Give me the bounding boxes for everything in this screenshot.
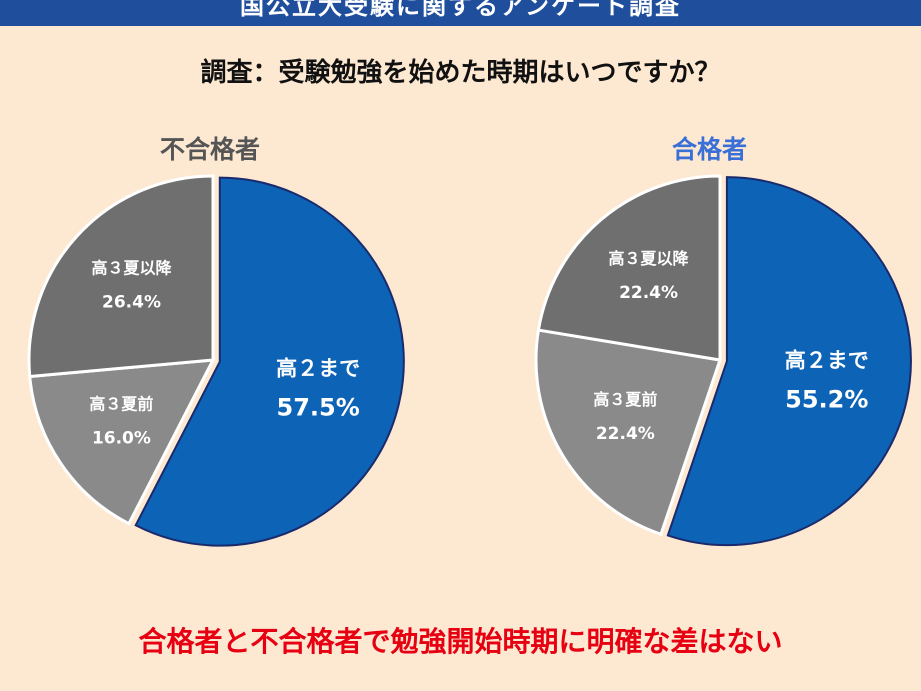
slice-value-fail-0: 57.5% [277,393,360,421]
slice-value-pass-2: 22.4% [619,283,678,303]
pie-slice-fail-1 [28,358,216,526]
slice-label-fail-0: 高２まで [276,356,360,380]
survey-question: 調査：受験勉強を始めた時期はいつですか？ [200,58,721,88]
conclusion-text: 合格者と不合格者で勉強開始時期に明確な差はない [138,625,783,658]
slice-label-pass-2: 高３夏以降 [609,249,690,268]
pie-slice-fail-2 [27,174,215,379]
pie-slice-pass-0 [666,176,912,547]
slice-label-pass-0: 高２まで [785,349,869,373]
slice-value-pass-1: 22.4% [596,424,655,444]
slice-value-fail-1: 16.0% [92,429,151,449]
slice-value-pass-0: 55.2% [785,386,868,414]
slice-label-pass-1: 高３夏前 [593,390,657,409]
chart-title-fail: 不合格者 [160,135,261,164]
pie-slice-pass-2 [536,174,722,362]
pie-slice-fail-0 [134,176,405,547]
chart-title-pass: 合格者 [672,135,748,164]
slice-label-fail-1: 高３夏前 [89,395,153,414]
header-bar: 国公立大受験に関するアンケート調査 [0,0,921,26]
slice-value-fail-2: 26.4% [102,293,161,313]
pie-slice-pass-1 [534,328,722,537]
header-title: 国公立大受験に関するアンケート調査 [239,0,682,20]
slice-label-fail-2: 高３夏以降 [92,259,173,278]
